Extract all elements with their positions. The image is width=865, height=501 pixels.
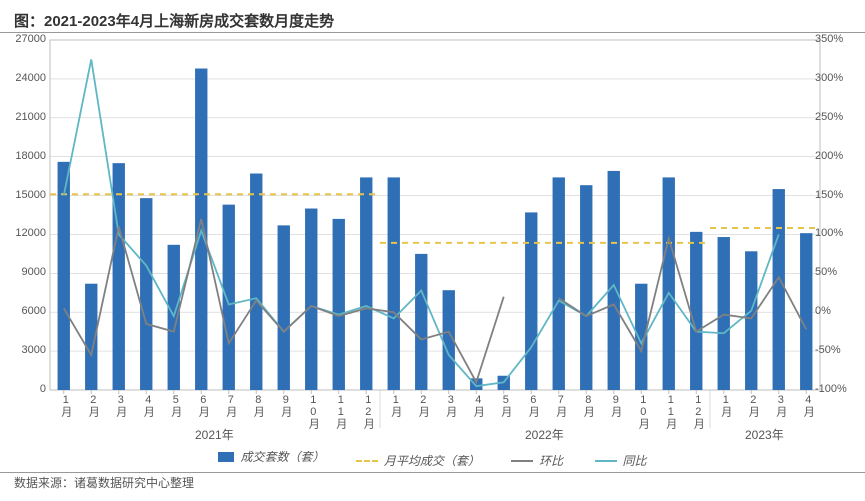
legend: 成交套数（套） 月平均成交（套） 环比 同比 [0,448,865,469]
legend-avg: 月平均成交（套） [356,452,480,469]
legend-bars: 成交套数（套） [218,448,324,465]
legend-huanbi: 环比 [511,452,563,469]
chart-container: 图：2021-2023年4月上海新房成交套数月度走势 0300060009000… [0,0,865,501]
plot-area [50,40,820,390]
chart-title: 图：2021-2023年4月上海新房成交套数月度走势 [14,10,334,31]
divider-top [0,32,865,33]
legend-tongbi: 同比 [595,452,647,469]
divider-bottom [0,472,865,473]
source-text: 数据来源：诸葛数据研究中心整理 [14,474,194,491]
chart-svg [50,40,820,430]
